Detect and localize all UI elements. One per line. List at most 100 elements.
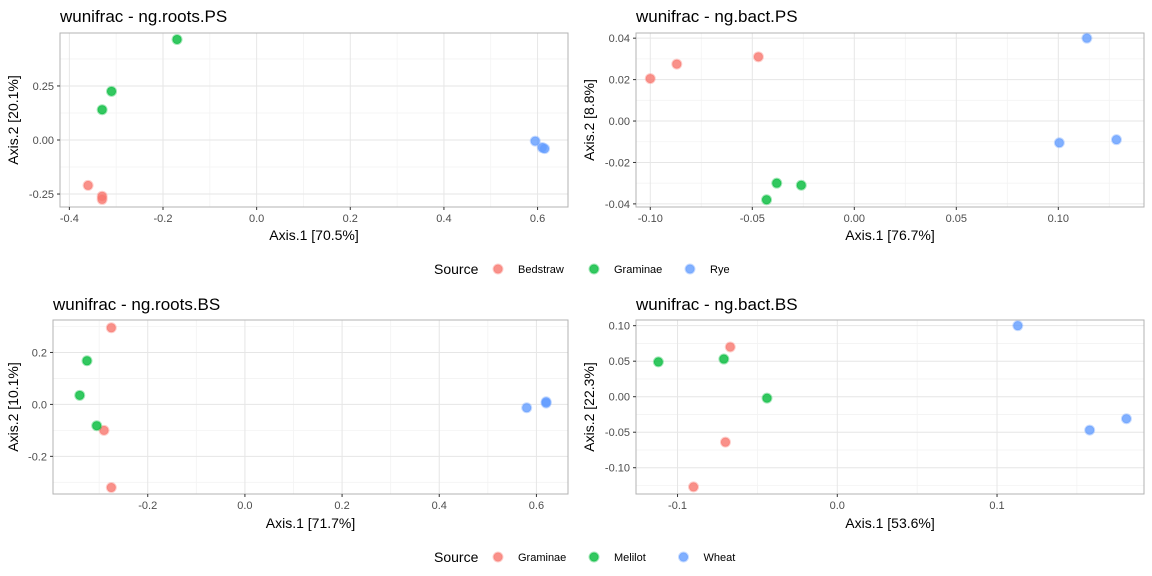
data-point-wheat (521, 402, 533, 414)
data-point-graminae (688, 481, 700, 493)
y-tick-label: 0.02 (609, 75, 630, 87)
y-tick-label: 0.00 (33, 135, 54, 147)
legend-key (678, 551, 689, 563)
data-point-graminae (761, 194, 773, 206)
data-point-graminae (771, 177, 783, 189)
x-tick-label: -0.2 (138, 500, 157, 512)
data-point-graminae (724, 341, 736, 353)
panel-border (52, 319, 569, 495)
data-point-bedstraw (644, 73, 656, 85)
legend-title: Source (434, 549, 479, 565)
y-tick-label: 0.25 (33, 81, 54, 93)
data-point-bedstraw (671, 58, 683, 70)
legend-key (684, 263, 696, 275)
data-point-bedstraw (82, 179, 94, 191)
data-point-wheat (1084, 424, 1096, 436)
x-tick-label: 0.0 (830, 500, 845, 512)
data-point-rye (539, 143, 551, 155)
x-tick-label: -0.05 (740, 213, 765, 225)
x-tick-label: 0.2 (334, 500, 349, 512)
x-tick-label: -0.2 (154, 213, 173, 225)
panel-border (59, 32, 569, 208)
data-point-graminae (98, 424, 110, 436)
x-axis-label: Axis.1 [71.7%] (266, 515, 356, 531)
x-tick-label: 0.1 (989, 500, 1004, 512)
y-tick-label: 0.05 (609, 356, 630, 368)
legend-key (492, 263, 504, 275)
data-point-wheat (1120, 413, 1132, 425)
panel-border (635, 319, 1145, 495)
y-tick-label: -0.05 (605, 427, 630, 439)
x-tick-label: 0.00 (844, 213, 865, 225)
data-point-graminae (96, 104, 108, 116)
x-tick-label: 0.10 (1048, 213, 1069, 225)
legend-label: Graminae (518, 552, 566, 564)
y-tick-label: 0.00 (609, 392, 630, 404)
legend-key (588, 551, 600, 563)
legend-key (492, 551, 504, 563)
data-point-rye (1053, 137, 1065, 149)
y-tick-label: -0.02 (605, 157, 630, 169)
x-axis-label: Axis.1 [76.7%] (845, 227, 935, 243)
y-axis-label: Axis.2 [8.8%] (581, 79, 597, 161)
chart-title: wunifrac - ng.roots.PS (59, 7, 227, 26)
chart-title: wunifrac - ng.roots.BS (52, 295, 220, 314)
data-point-bedstraw (752, 51, 764, 63)
x-tick-label: -0.10 (638, 213, 663, 225)
legend-label: Rye (710, 264, 730, 276)
legend-1: Source Bedstraw Graminae Rye (434, 261, 730, 277)
y-axis-label: Axis.2 [10.1%] (5, 362, 21, 452)
legend-title: Source (434, 261, 479, 277)
data-point-rye (1110, 134, 1122, 146)
panel-2: -0.10 -0.05 0.00 0.05 0.10 -0.04 -0.02 0.00 0.02… (581, 7, 1145, 243)
chart-title: wunifrac - ng.bact.BS (635, 295, 798, 314)
data-point-graminae (171, 33, 183, 45)
y-tick-label: 0.10 (609, 321, 630, 333)
y-tick-label: -0.10 (605, 463, 630, 475)
x-tick-label: 0.0 (237, 500, 252, 512)
legend-2: Source Graminae Melilot Wheat (434, 549, 735, 565)
x-tick-label: 0.2 (343, 213, 358, 225)
panel-1: -0.4 -0.2 0.0 0.2 0.4 0.6 -0.25 0.00 0.25 wunifra… (5, 7, 569, 243)
y-tick-label: 0.04 (609, 33, 630, 45)
data-point-melilot (718, 353, 730, 365)
legend-label: Graminae (614, 264, 662, 276)
data-point-melilot (81, 355, 93, 367)
legend-label: Wheat (704, 552, 736, 564)
data-point-rye (529, 135, 541, 147)
x-tick-label: 0.0 (249, 213, 264, 225)
x-tick-label: -0.4 (60, 213, 79, 225)
x-tick-label: 0.05 (946, 213, 967, 225)
data-point-wheat (1012, 320, 1024, 332)
y-tick-label: -0.25 (29, 189, 54, 201)
data-point-melilot (91, 420, 103, 432)
x-axis-label: Axis.1 [70.5%] (269, 227, 359, 243)
data-point-bedstraw (96, 193, 108, 205)
data-point-melilot (652, 356, 664, 368)
x-axis-label: Axis.1 [53.6%] (845, 515, 935, 531)
data-point-graminae (106, 85, 118, 97)
y-axis-label: Axis.2 [22.3%] (581, 362, 597, 452)
x-tick-label: 0.4 (432, 500, 447, 512)
y-tick-label: 0.0 (32, 399, 47, 411)
x-tick-label: -0.1 (668, 500, 687, 512)
chart-title: wunifrac - ng.bact.PS (635, 7, 798, 26)
y-tick-label: 0.2 (32, 347, 47, 359)
panel-3: -0.2 0.0 0.2 0.4 0.6 -0.2 0.0 0.2 wunifrac - ng.… (5, 295, 569, 531)
legend-key (588, 263, 600, 275)
data-point-graminae (105, 322, 117, 334)
data-point-rye (1081, 32, 1093, 44)
x-tick-label: 0.6 (529, 500, 544, 512)
y-tick-label: -0.2 (28, 451, 47, 463)
data-point-graminae (719, 436, 731, 448)
x-tick-label: 0.6 (530, 213, 545, 225)
y-tick-label: -0.04 (605, 199, 630, 211)
y-tick-label: 0.00 (609, 116, 630, 128)
data-point-graminae (105, 482, 117, 494)
data-point-wheat (540, 397, 552, 409)
x-tick-label: 0.4 (436, 213, 451, 225)
panel-border (635, 32, 1145, 208)
data-point-melilot (74, 389, 86, 401)
legend-label: Melilot (614, 552, 646, 564)
